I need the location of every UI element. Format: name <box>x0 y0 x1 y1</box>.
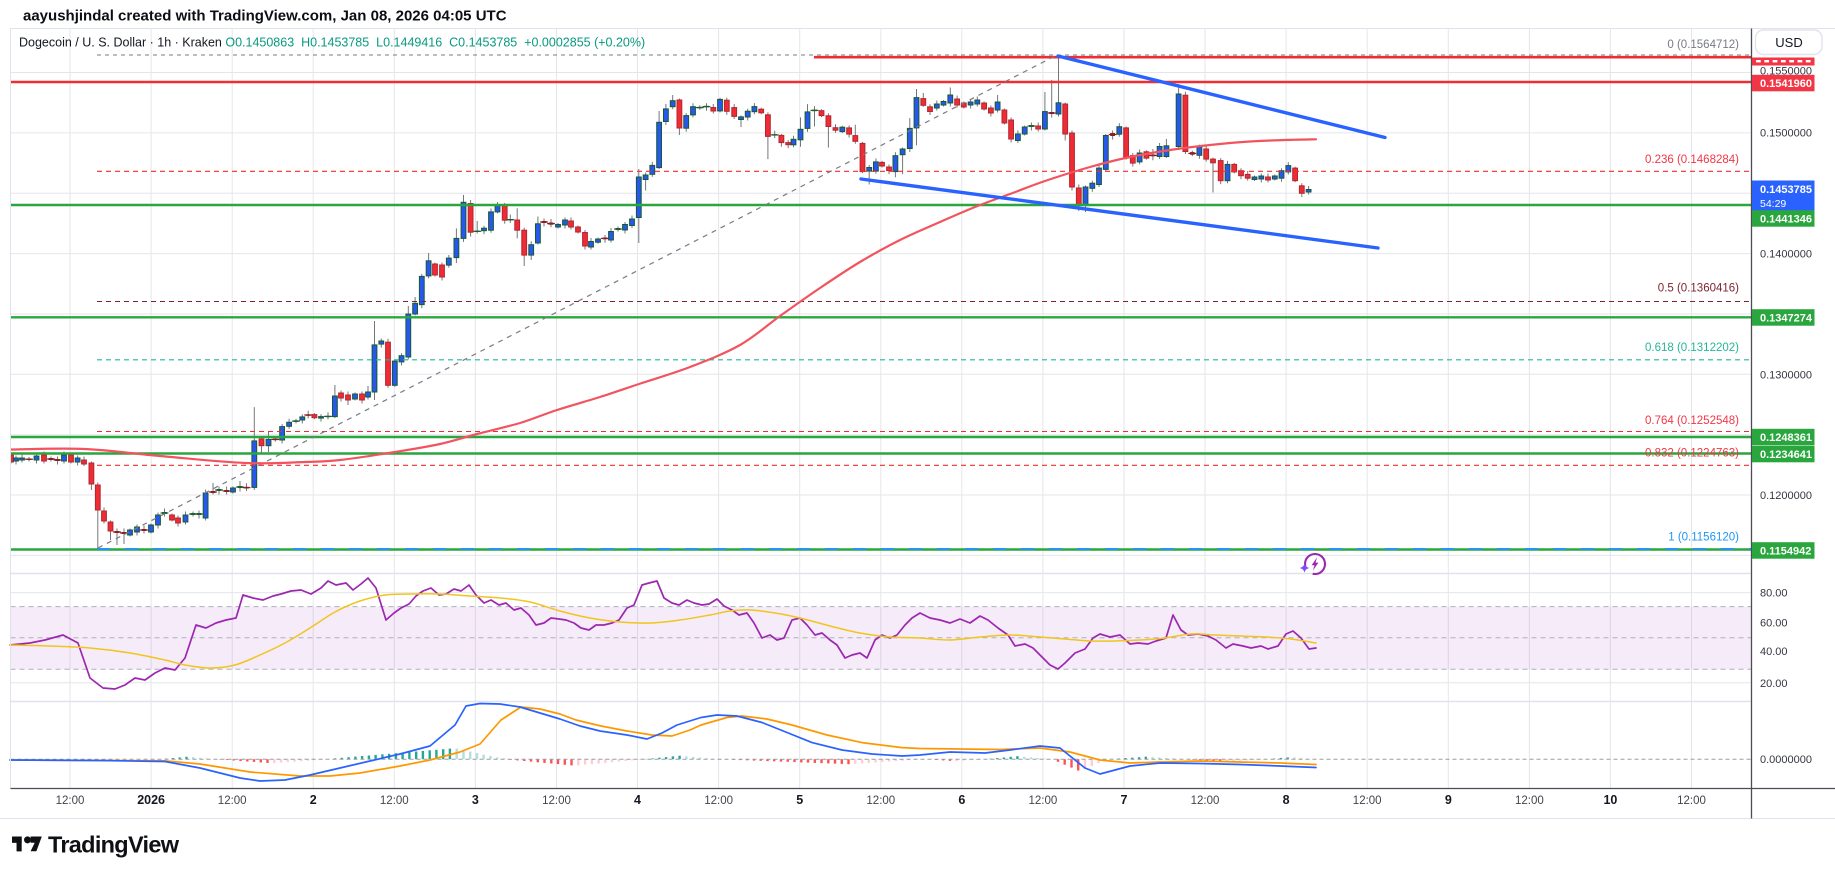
svg-text:12:00: 12:00 <box>218 795 247 807</box>
svg-text:TradingView: TradingView <box>48 832 180 858</box>
svg-text:0.1400000: 0.1400000 <box>1760 249 1812 261</box>
svg-text:12:00: 12:00 <box>1515 795 1544 807</box>
svg-text:Dogecoin / U. S. Dollar · 1h ·: Dogecoin / U. S. Dollar · 1h · Kraken O0… <box>19 36 645 50</box>
svg-text:2: 2 <box>310 793 317 807</box>
svg-text:2026: 2026 <box>137 793 165 807</box>
svg-text:0.1500000: 0.1500000 <box>1760 127 1812 139</box>
svg-text:12:00: 12:00 <box>1353 795 1382 807</box>
svg-text:80.00: 80.00 <box>1760 588 1788 600</box>
svg-text:0.1248361: 0.1248361 <box>1760 432 1812 444</box>
svg-text:40.00: 40.00 <box>1760 646 1788 658</box>
svg-text:5: 5 <box>796 793 803 807</box>
svg-text:60.00: 60.00 <box>1760 618 1788 630</box>
svg-text:6: 6 <box>958 793 965 807</box>
svg-text:0.832 (0.1224763): 0.832 (0.1224763) <box>1645 448 1739 460</box>
svg-text:0.618 (0.1312202): 0.618 (0.1312202) <box>1645 342 1739 354</box>
svg-text:USD: USD <box>1775 35 1802 50</box>
svg-text:0.1154942: 0.1154942 <box>1760 546 1811 558</box>
svg-text:0.1541960: 0.1541960 <box>1760 78 1812 90</box>
svg-text:12:00: 12:00 <box>1191 795 1220 807</box>
svg-text:12:00: 12:00 <box>56 795 85 807</box>
svg-text:0.764 (0.1252548): 0.764 (0.1252548) <box>1645 415 1739 427</box>
svg-text:aayushjindal created with Trad: aayushjindal created with TradingView.co… <box>23 8 507 25</box>
svg-text:0.5 (0.1360416): 0.5 (0.1360416) <box>1658 283 1739 295</box>
svg-text:12:00: 12:00 <box>380 795 409 807</box>
svg-text:0.1441346: 0.1441346 <box>1760 214 1812 226</box>
svg-text:0.1347274: 0.1347274 <box>1760 313 1813 325</box>
svg-text:8: 8 <box>1283 793 1290 807</box>
svg-text:4: 4 <box>634 793 641 807</box>
svg-text:9: 9 <box>1445 793 1452 807</box>
svg-text:54:29: 54:29 <box>1760 198 1786 210</box>
svg-text:12:00: 12:00 <box>542 795 571 807</box>
svg-text:10: 10 <box>1603 793 1617 807</box>
svg-text:3: 3 <box>472 793 479 807</box>
svg-text:0.1234641: 0.1234641 <box>1760 449 1812 461</box>
svg-text:1 (0.1156120): 1 (0.1156120) <box>1668 532 1739 544</box>
svg-text:12:00: 12:00 <box>866 795 895 807</box>
svg-text:20.00: 20.00 <box>1760 678 1788 690</box>
svg-text:0.1453785: 0.1453785 <box>1760 184 1812 196</box>
svg-text:7: 7 <box>1121 793 1128 807</box>
svg-text:0.236 (0.1468284): 0.236 (0.1468284) <box>1645 154 1739 166</box>
svg-text:12:00: 12:00 <box>1029 795 1058 807</box>
svg-text:12:00: 12:00 <box>1677 795 1706 807</box>
svg-text:0.1550000: 0.1550000 <box>1760 66 1812 78</box>
svg-text:0 (0.1564712): 0 (0.1564712) <box>1667 39 1739 51</box>
svg-text:0.0000000: 0.0000000 <box>1760 754 1812 766</box>
svg-text:12:00: 12:00 <box>704 795 733 807</box>
svg-text:0.1200000: 0.1200000 <box>1760 490 1812 502</box>
svg-text:0.1300000: 0.1300000 <box>1760 369 1812 381</box>
